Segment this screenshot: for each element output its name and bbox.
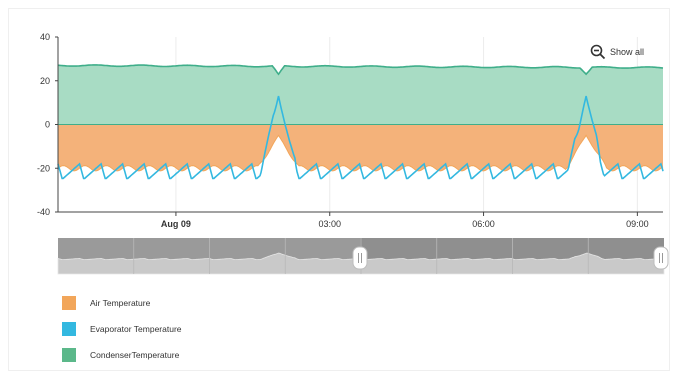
- x-tick-label: 03:00: [318, 219, 341, 229]
- series-air-area: [58, 124, 663, 171]
- navigator-handle-right-body: [653, 246, 669, 270]
- legend-item-condenser[interactable]: CondenserTemperature: [62, 342, 182, 368]
- navigator-handle-left-body: [352, 246, 368, 270]
- y-tick-label: 0: [45, 120, 50, 130]
- series-condenser-line: [57, 64, 664, 76]
- show-all-label: Show all: [610, 47, 645, 57]
- show-all-button[interactable]: Show all: [590, 44, 644, 60]
- navigator-handle-right[interactable]: [653, 246, 669, 270]
- legend-label-air: Air Temperature: [90, 298, 151, 308]
- legend-swatch-evaporator: [62, 322, 76, 336]
- legend-label-evaporator: Evaporator Temperature: [90, 324, 182, 334]
- legend-swatch-condenser: [62, 348, 76, 362]
- series-condenser-area: [58, 64, 663, 125]
- legend-label-condenser: CondenserTemperature: [90, 350, 180, 360]
- x-tick-label: 09:00: [626, 219, 649, 229]
- y-tick-label: 40: [40, 32, 50, 42]
- y-tick-label: -40: [37, 207, 50, 217]
- legend-item-evaporator[interactable]: Evaporator Temperature: [62, 316, 182, 342]
- y-tick-label: 20: [40, 76, 50, 86]
- legend-item-air[interactable]: Air Temperature: [62, 290, 182, 316]
- range-navigator[interactable]: [57, 238, 669, 275]
- navigator-handle-left[interactable]: [352, 246, 368, 270]
- navigator-upper-band: [360, 238, 664, 260]
- x-tick-label: Aug 09: [161, 219, 191, 229]
- legend-swatch-air: [62, 296, 76, 310]
- y-tick-label: -20: [37, 163, 50, 173]
- series-evaporator-line: [57, 95, 664, 180]
- x-tick-label: 06:00: [472, 219, 495, 229]
- zoom-out-icon: [590, 44, 606, 60]
- chart-legend: Air Temperature Evaporator Temperature C…: [62, 290, 182, 368]
